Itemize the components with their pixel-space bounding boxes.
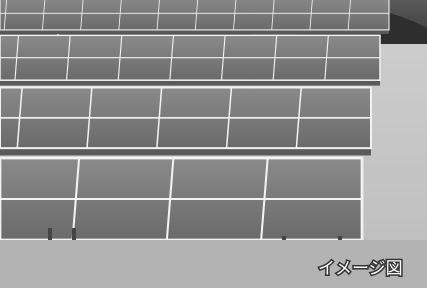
photo: イメージ図	[0, 0, 427, 288]
page: イメージ図 (() => { const data = JSON.parse(d…	[0, 0, 427, 288]
panel-support	[0, 30, 389, 34]
panel-support	[0, 148, 371, 155]
panel-support	[0, 80, 380, 85]
caption: イメージ図	[318, 259, 403, 279]
panel-row	[0, 0, 389, 30]
panel-rows	[0, 0, 425, 272]
